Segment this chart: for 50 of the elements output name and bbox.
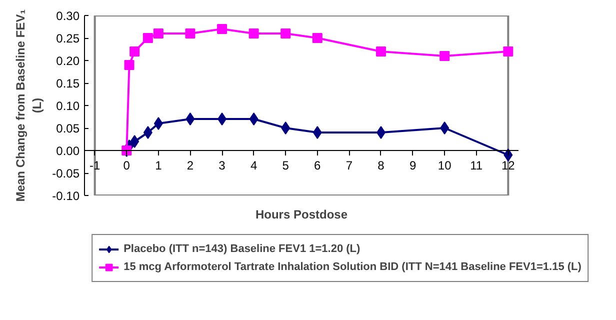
x-tick-label: -1 (90, 158, 100, 172)
point (130, 135, 140, 148)
x-tick-label: 12 (501, 158, 516, 172)
y-tick-label: 0.25 (56, 32, 80, 46)
x-tick-label: 9 (409, 158, 416, 172)
x-tick-label: 8 (378, 158, 385, 172)
x-tick-label: 7 (346, 158, 353, 172)
x-tick-label: 5 (282, 158, 290, 172)
x-tick-label: 0 (123, 158, 130, 172)
point (249, 112, 258, 126)
x-tick-label: 4 (250, 158, 258, 172)
legend-label: 15 mcg Arformoterol Tartrate Inhalation Solution BID (ITT N=141 Baseline FEV1=1.15 (L) (124, 261, 582, 273)
point (504, 148, 513, 162)
point (312, 33, 322, 43)
point (124, 60, 134, 70)
point (312, 126, 322, 139)
point (248, 28, 259, 38)
point (153, 28, 164, 38)
point (218, 112, 227, 126)
point (503, 46, 514, 56)
point (154, 117, 163, 130)
y-tick-label: 0.05 (56, 122, 80, 136)
point (143, 126, 152, 139)
x-axis-title: Hours Postdose (255, 208, 348, 222)
x-tick-label: 3 (218, 158, 226, 172)
y-tick-label: 0.10 (56, 99, 80, 113)
x-tick-label: 10 (438, 158, 452, 172)
x-tick-label: 6 (314, 158, 322, 172)
point (142, 33, 153, 43)
x-tick-label: 2 (186, 158, 194, 172)
y-tick-label: 0.20 (56, 54, 80, 68)
point (281, 122, 290, 134)
y-tick-label: 0.30 (56, 9, 80, 23)
point (440, 51, 450, 61)
y-tick-label: 0.15 (56, 76, 80, 90)
point (186, 112, 195, 126)
x-tick-label: 1 (155, 158, 162, 172)
y-tick-label: -0.05 (52, 166, 80, 180)
point (376, 46, 386, 56)
x-tick-label: 11 (470, 158, 483, 172)
point (130, 46, 140, 56)
point (280, 28, 291, 38)
point (376, 126, 386, 139)
point (217, 24, 228, 34)
point (185, 28, 196, 38)
y-axis-title: Mean Change from Baseline FEV₁ (L) (13, 9, 44, 202)
y-tick-label: -0.10 (52, 189, 80, 203)
point (440, 122, 450, 134)
y-tick-label: 0.00 (56, 144, 80, 158)
legend-label: Placebo (ITT n=143) Baseline FEV1 1=1.20 (L) (124, 243, 360, 255)
